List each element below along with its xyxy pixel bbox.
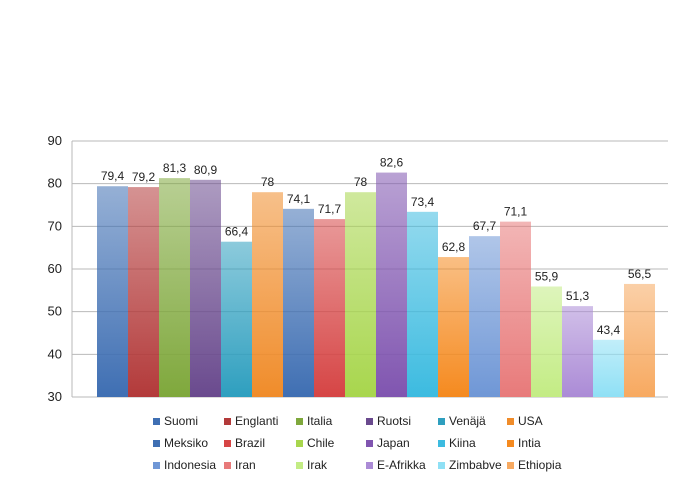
- y-tick-label: 90: [48, 133, 62, 148]
- legend-label-e-afrikka: E-Afrikka: [377, 458, 426, 472]
- data-label: 73,4: [411, 195, 435, 209]
- legend-swatch: [438, 418, 445, 425]
- data-label: 51,3: [566, 289, 590, 303]
- bar-ruotsi: [190, 179, 221, 397]
- y-axis-ticks: 30 40 50 60 70 80 90: [48, 133, 62, 404]
- data-label: 79,2: [132, 170, 156, 184]
- bar-japan: [376, 172, 407, 397]
- data-labels: 79,4 79,2 81,3 80,9 66,4 78 74,1 71,7 78 82,6 73,4…: [101, 156, 652, 337]
- legend-label-intia: Intia: [518, 436, 541, 450]
- bar-venäjä: [221, 241, 252, 397]
- y-tick-label: 50: [48, 304, 62, 319]
- legend-label-meksiko: Meksiko: [164, 436, 208, 450]
- data-label: 62,8: [442, 240, 466, 254]
- data-label: 81,3: [163, 161, 187, 175]
- legend-swatch: [153, 440, 160, 447]
- y-tick-label: 60: [48, 261, 62, 276]
- legend-swatch: [224, 418, 231, 425]
- legend-label-ethiopia: Ethiopia: [518, 458, 562, 472]
- bar-ethiopia: [624, 283, 655, 397]
- legend-swatch: [224, 440, 231, 447]
- legend-swatch: [366, 440, 373, 447]
- bars: [97, 172, 655, 397]
- legend-swatch: [296, 462, 303, 469]
- legend-swatch: [438, 462, 445, 469]
- legend-swatch: [366, 462, 373, 469]
- legend-swatch: [224, 462, 231, 469]
- legend-label-irak: Irak: [307, 458, 328, 472]
- legend-label-ruotsi: Ruotsi: [377, 414, 411, 428]
- legend-label-usa: USA: [518, 414, 543, 428]
- y-tick-label: 70: [48, 218, 62, 233]
- y-tick-label: 30: [48, 389, 62, 404]
- bar-e-afrikka: [562, 306, 593, 397]
- legend-label-brazil: Brazil: [235, 436, 265, 450]
- bar-meksiko: [283, 208, 314, 397]
- data-label: 78: [354, 175, 368, 189]
- bar-irak: [531, 286, 562, 397]
- bar-brazil: [314, 219, 345, 397]
- y-tick-label: 80: [48, 176, 62, 191]
- legend-swatch: [296, 440, 303, 447]
- bar-intia: [438, 257, 469, 397]
- legend-label-chile: Chile: [307, 436, 335, 450]
- legend-label-suomi: Suomi: [164, 414, 198, 428]
- legend-label-englanti: Englanti: [235, 414, 278, 428]
- bar-zimbabve: [593, 339, 624, 397]
- legend-label-venäjä: Venäjä: [449, 414, 486, 428]
- y-tick-label: 40: [48, 346, 62, 361]
- data-label: 55,9: [535, 269, 559, 283]
- bar-suomi: [97, 186, 128, 397]
- data-label: 71,1: [504, 205, 528, 219]
- legend-swatch: [507, 462, 514, 469]
- data-label: 82,6: [380, 156, 404, 170]
- legend-label-japan: Japan: [377, 436, 410, 450]
- data-label: 67,7: [473, 219, 497, 233]
- bar-kiina: [407, 211, 438, 397]
- legend-swatch: [438, 440, 445, 447]
- legend-swatch: [507, 440, 514, 447]
- data-label: 71,7: [318, 202, 342, 216]
- legend-swatch: [153, 418, 160, 425]
- legend-swatch: [296, 418, 303, 425]
- bar-italia: [159, 178, 190, 397]
- bar-usa: [252, 192, 283, 397]
- legend-swatch: [507, 418, 514, 425]
- legend-swatch: [366, 418, 373, 425]
- legend-swatch: [153, 462, 160, 469]
- legend: Suomi Englanti Italia Ruotsi Venäjä USA Meksik…: [153, 414, 562, 472]
- legend-label-italia: Italia: [307, 414, 333, 428]
- data-label: 56,5: [628, 267, 652, 281]
- data-label: 66,4: [225, 225, 249, 239]
- data-label: 74,1: [287, 192, 311, 206]
- bar-iran: [500, 221, 531, 397]
- data-label: 80,9: [194, 163, 218, 177]
- legend-label-indonesia: Indonesia: [164, 458, 216, 472]
- legend-label-kiina: Kiina: [449, 436, 476, 450]
- legend-label-iran: Iran: [235, 458, 256, 472]
- bar-chile: [345, 192, 376, 397]
- data-label: 78: [261, 175, 275, 189]
- bar-englanti: [128, 187, 159, 397]
- bar-indonesia: [469, 236, 500, 397]
- data-label: 79,4: [101, 169, 125, 183]
- legend-label-zimbabve: Zimbabve: [449, 458, 502, 472]
- data-label: 43,4: [597, 323, 621, 337]
